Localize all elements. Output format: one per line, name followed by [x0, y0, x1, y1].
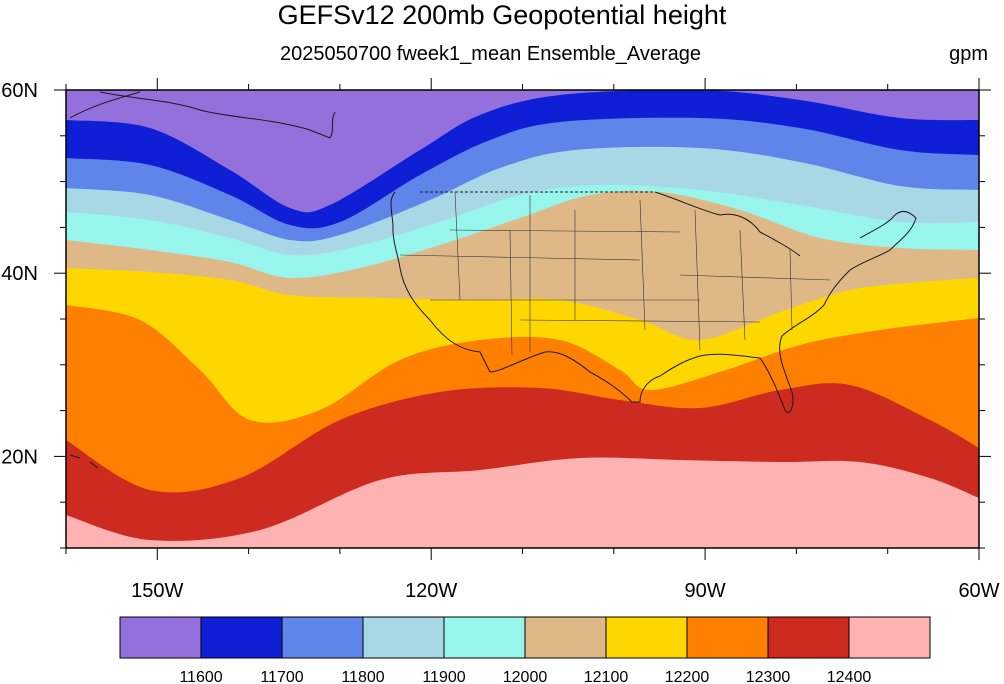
plot-title: GEFSv12 200mb Geopotential height: [277, 0, 727, 30]
colorbar-label: 11900: [422, 669, 465, 684]
units-label: gpm: [949, 43, 988, 65]
axis-ticks: [54, 78, 991, 560]
colorbar-label: 12000: [503, 669, 548, 684]
height-band: [66, 90, 979, 213]
height-contour-bands: [66, 90, 979, 548]
colorbar-box: [524, 616, 607, 659]
colorbar-box: [119, 616, 202, 659]
colorbar-label: 11700: [260, 669, 303, 684]
colorbar-box: [767, 616, 850, 659]
x-tick-label: 90W: [685, 580, 726, 602]
colorbar-label: 12400: [827, 669, 872, 684]
colorbar-label: 12200: [665, 669, 710, 684]
y-tick-label: 20N: [1, 446, 38, 468]
colorbar-box: [443, 616, 526, 659]
colorbar-label: 12300: [746, 669, 791, 684]
y-tick-label: 40N: [1, 263, 38, 285]
colorbar: [119, 616, 931, 659]
x-axis-labels: 150W 120W 90W 60W: [131, 580, 1000, 602]
colorbar-labels: 11600 11700 11800 11900 12000 12100 12200 12300…: [179, 669, 871, 684]
colorbar-box: [848, 616, 931, 659]
coastlines: [69, 91, 917, 469]
plot-subtitle: 2025050700 fweek1_mean Ensemble_Average: [280, 43, 702, 65]
x-tick-label: 120W: [405, 580, 457, 602]
colorbar-box: [281, 616, 364, 659]
colorbar-label: 11800: [341, 669, 384, 684]
colorbar-box: [686, 616, 769, 659]
y-tick-label: 60N: [1, 80, 38, 102]
colorbar-box: [200, 616, 283, 659]
colorbar-label: 12100: [584, 669, 629, 684]
colorbar-box: [362, 616, 445, 659]
x-tick-label: 60W: [958, 580, 999, 602]
x-tick-label: 150W: [131, 580, 183, 602]
y-axis-labels: 60N 40N 20N: [1, 80, 38, 468]
colorbar-box: [605, 616, 688, 659]
state-borders: [399, 191, 831, 356]
colorbar-label: 11600: [179, 669, 222, 684]
